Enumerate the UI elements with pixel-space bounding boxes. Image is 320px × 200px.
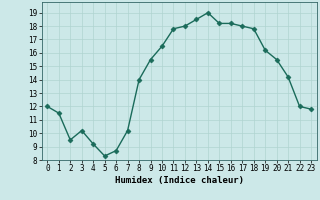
X-axis label: Humidex (Indice chaleur): Humidex (Indice chaleur) <box>115 176 244 185</box>
